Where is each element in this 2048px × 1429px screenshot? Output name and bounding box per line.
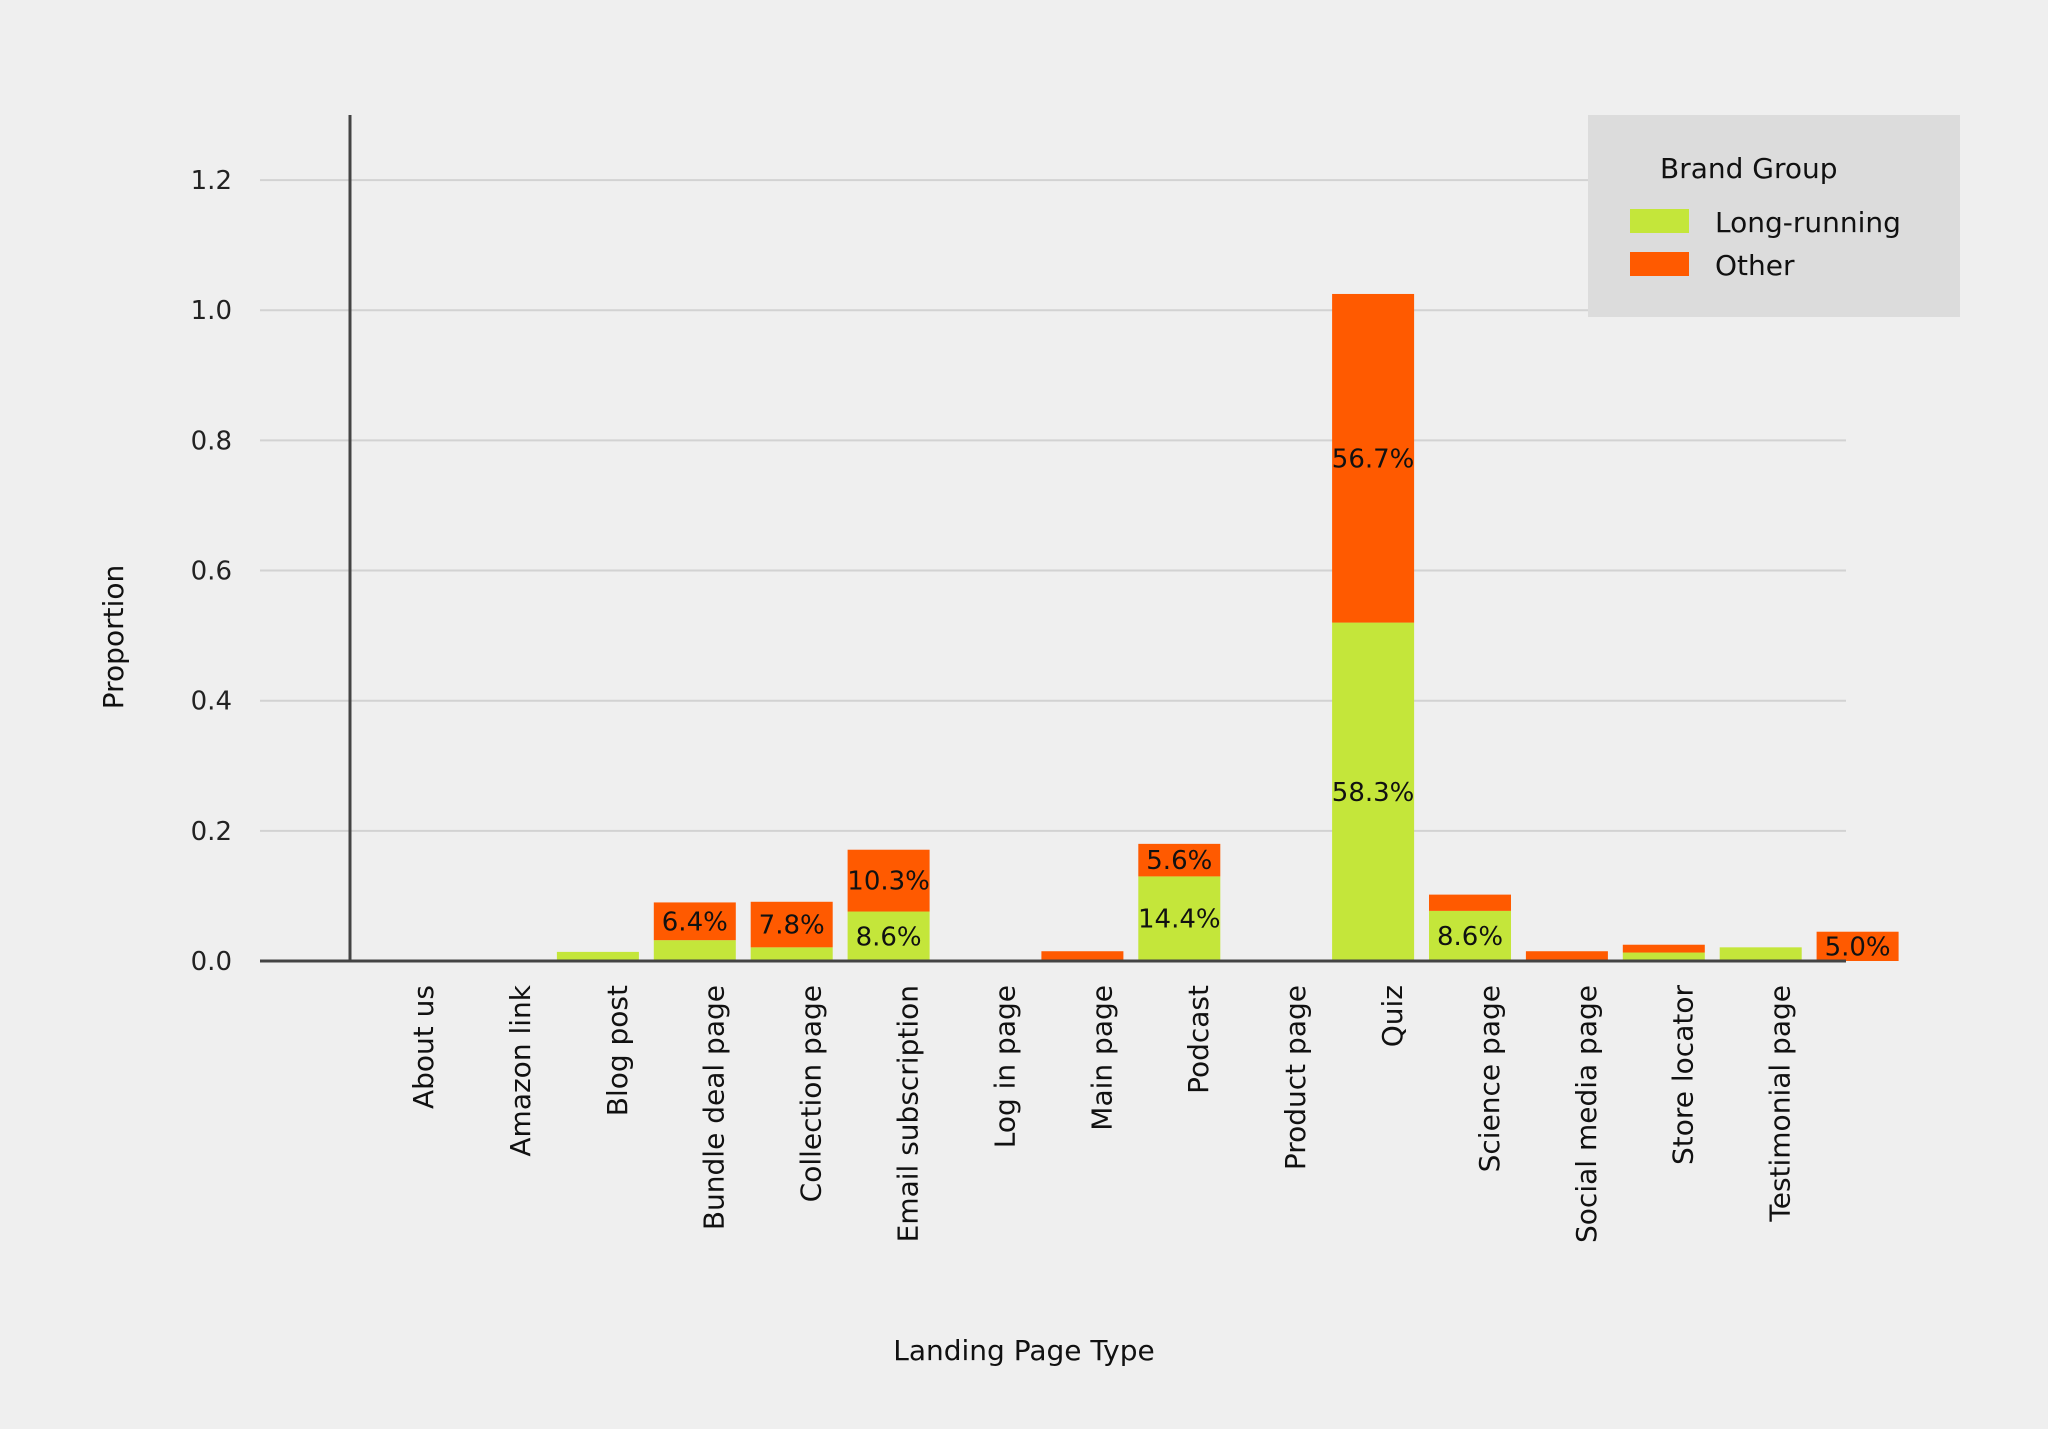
x-tick-label: Main page xyxy=(1085,985,1118,1131)
bar-value-label: 8.6% xyxy=(1437,922,1503,952)
bar-value-label: 6.4% xyxy=(662,907,728,937)
x-tick-label: Quiz xyxy=(1376,985,1409,1047)
x-tick-label: Log in page xyxy=(988,985,1021,1148)
bar-long-running xyxy=(653,940,736,961)
y-tick-label: 1.0 xyxy=(191,296,232,326)
bar-long-running xyxy=(1719,947,1802,961)
bar-value-label: 58.3% xyxy=(1332,778,1415,808)
x-tick-label: Email subscription xyxy=(892,985,925,1242)
bar-value-label: 5.0% xyxy=(1825,932,1891,962)
bar-other xyxy=(1429,894,1511,911)
x-tick-label: Podcast xyxy=(1182,985,1215,1094)
x-tick-label: Testimonial page xyxy=(1764,985,1797,1223)
bar-long-running xyxy=(1332,622,1415,961)
x-tick-label: About us xyxy=(407,985,440,1109)
bar-other xyxy=(1041,951,1124,961)
bar-other xyxy=(750,901,833,948)
grid-lines xyxy=(260,179,1846,832)
bar-other xyxy=(1525,951,1608,961)
bar-long-running xyxy=(1622,952,1705,961)
bar-value-label: 7.8% xyxy=(759,911,825,941)
bar-long-running xyxy=(1138,876,1221,961)
y-axis-title: Proportion xyxy=(97,565,130,709)
legend-label-other: Other xyxy=(1715,249,1795,282)
y-tick-label: 0.2 xyxy=(191,817,232,847)
y-tick-label: 0.6 xyxy=(191,557,232,587)
x-axis-title: Landing Page Type xyxy=(893,1334,1154,1367)
bar-other xyxy=(1816,931,1899,961)
bar-long-running xyxy=(1429,910,1511,961)
legend-swatch-other xyxy=(1630,252,1689,276)
bar-other xyxy=(1138,843,1221,877)
y-tick-label: 0.0 xyxy=(191,947,232,977)
x-tick-label: Science page xyxy=(1473,985,1506,1172)
bar-other xyxy=(1622,944,1705,953)
x-tick-label: Store locator xyxy=(1667,985,1700,1165)
x-tick-label: Blog post xyxy=(601,985,634,1116)
x-tick-label: Product page xyxy=(1279,985,1312,1170)
y-tick-label: 0.4 xyxy=(191,687,232,717)
bar-value-label: 5.6% xyxy=(1146,846,1212,876)
bar-labels: 6.4% 7.8% 8.6% 10.3% 14.4% 5.6% 58.3% 56.7% 8.6%… xyxy=(662,444,1891,962)
x-axis-ticks: About us Amazon link Blog post Bundle deal … xyxy=(407,984,1797,1243)
legend-title: Brand Group xyxy=(1660,152,1838,185)
legend-label-long-running: Long-running xyxy=(1715,206,1901,239)
legend-swatch-long-running xyxy=(1630,209,1689,233)
legend: Brand Group Long-running Other xyxy=(1588,115,1960,317)
y-axis-ticks: 0.0 0.2 0.4 0.6 0.8 1.0 1.2 xyxy=(191,166,232,977)
x-tick-label: Amazon link xyxy=(504,984,537,1156)
bar-long-running xyxy=(556,951,639,961)
bar-other xyxy=(653,902,736,941)
bar-other xyxy=(1332,293,1415,623)
x-tick-label: Social media page xyxy=(1570,985,1603,1243)
bar-value-label: 56.7% xyxy=(1332,444,1415,474)
bars xyxy=(556,293,1899,961)
x-tick-label: Collection page xyxy=(795,985,828,1202)
x-tick-label: Bundle deal page xyxy=(698,985,731,1230)
bar-value-label: 10.3% xyxy=(847,867,930,897)
bar-value-label: 14.4% xyxy=(1138,905,1221,935)
bar-other xyxy=(847,849,930,912)
bar-long-running xyxy=(847,911,930,961)
y-tick-label: 1.2 xyxy=(191,166,232,196)
bar-long-running xyxy=(750,947,833,961)
bar-value-label: 8.6% xyxy=(856,922,922,952)
y-tick-label: 0.8 xyxy=(191,426,232,456)
